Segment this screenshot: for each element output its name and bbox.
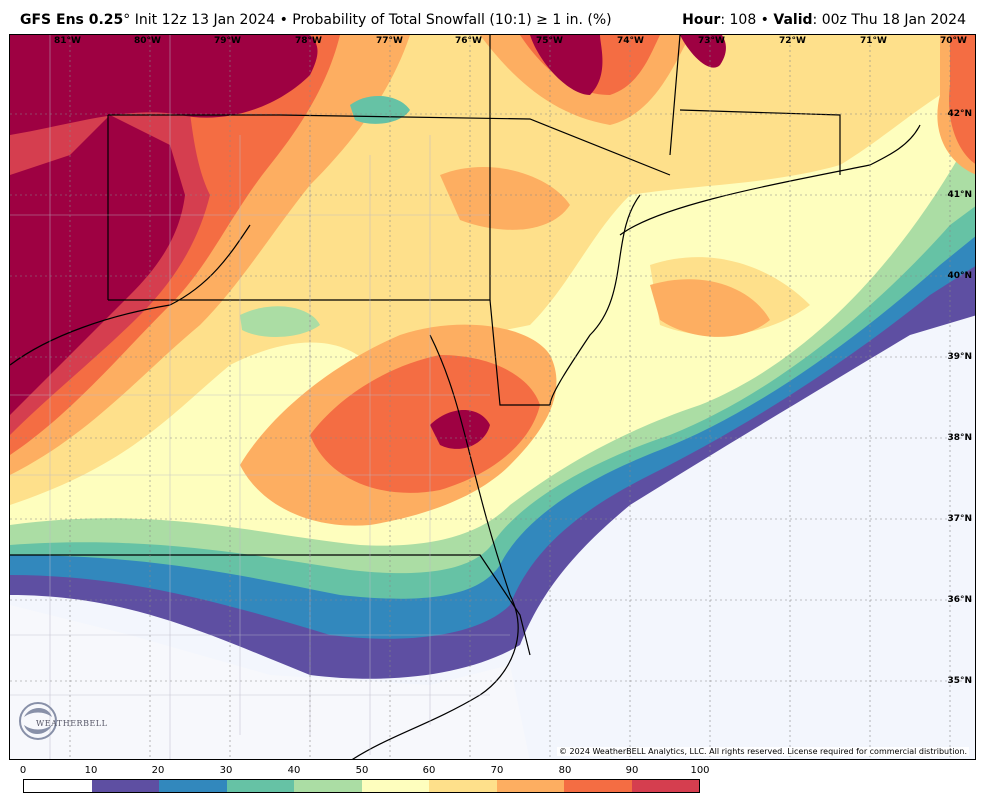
valid-label: Valid — [773, 12, 813, 28]
bullet-separator: • — [275, 12, 293, 28]
lon-label-75w: 75°W — [536, 36, 563, 46]
lon-label-78w: 78°W — [295, 36, 322, 46]
colorbar-segment — [564, 780, 632, 792]
colorbar-tick: 20 — [151, 765, 165, 776]
bullet-separator-2: • — [756, 12, 774, 28]
lon-label-71w: 71°W — [860, 36, 887, 46]
lon-label-76w: 76°W — [455, 36, 482, 46]
colorbar-tick: 90 — [625, 765, 639, 776]
lat-label-41n: 41°N — [947, 190, 972, 200]
colorbar-tick: 60 — [422, 765, 436, 776]
map-title: GFS Ens 0.25° Init 12z 13 Jan 2024 • Pro… — [20, 12, 612, 28]
lon-label-72w: 72°W — [779, 36, 806, 46]
colorbar-gradient — [23, 779, 700, 793]
colorbar-segment — [24, 780, 92, 792]
lat-label-36n: 36°N — [947, 595, 972, 605]
colorbar-segment — [496, 780, 564, 792]
logo-swirl-icon — [19, 702, 57, 740]
colorbar-segment — [159, 780, 227, 792]
lat-label-37n: 37°N — [947, 514, 972, 524]
lat-label-38n: 38°N — [947, 433, 972, 443]
copyright-notice: © 2024 WeatherBELL Analytics, LLC. All r… — [557, 747, 969, 756]
colorbar-tick: 10 — [84, 765, 98, 776]
lat-label-42n: 42°N — [947, 109, 972, 119]
colorbar-tick: 70 — [490, 765, 504, 776]
lon-label-73w: 73°W — [698, 36, 725, 46]
logo-text: WEATHERBELL — [36, 719, 108, 728]
valid-value: : 00z Thu 18 Jan 2024 — [812, 12, 966, 28]
forecast-map[interactable]: 81°W 80°W 79°W 78°W 77°W 76°W 75°W 74°W … — [9, 34, 976, 760]
lat-label-40n: 40°N — [947, 271, 972, 281]
colorbar-segment — [429, 780, 497, 792]
lon-label-70w: 70°W — [940, 36, 967, 46]
lat-label-39n: 39°N — [947, 352, 972, 362]
lon-label-74w: 74°W — [617, 36, 644, 46]
colorbar-segment — [361, 780, 429, 792]
colorbar-segment — [91, 780, 159, 792]
colorbar-tick: 0 — [19, 765, 27, 776]
init-time: Init 12z 13 Jan 2024 — [130, 12, 276, 28]
colorbar-segment — [631, 780, 699, 792]
colorbar-tick: 80 — [558, 765, 572, 776]
hour-label: Hour — [682, 12, 721, 28]
lon-label-77w: 77°W — [376, 36, 403, 46]
lon-label-79w: 79°W — [214, 36, 241, 46]
hour-value: : 108 — [720, 12, 757, 28]
snowfall-probability-field — [10, 35, 975, 759]
header: GFS Ens 0.25° Init 12z 13 Jan 2024 • Pro… — [0, 0, 984, 34]
colorbar-tick: 40 — [287, 765, 301, 776]
colorbar-tick: 50 — [355, 765, 369, 776]
weatherbell-logo: WEATHERBELL — [14, 697, 108, 745]
colorbar-segment — [226, 780, 294, 792]
lon-label-80w: 80°W — [134, 36, 161, 46]
colorbar-segment — [294, 780, 362, 792]
model-name: GFS Ens 0.25 — [20, 12, 124, 28]
lon-label-81w: 81°W — [54, 36, 81, 46]
degree-symbol: ° — [123, 12, 131, 28]
colorbar-legend: 0 10 20 30 40 50 60 70 80 90 100 — [0, 762, 984, 808]
lat-label-35n: 35°N — [947, 676, 972, 686]
colorbar-tick: 30 — [219, 765, 233, 776]
colorbar-tick: 100 — [690, 765, 710, 776]
product-name: Probability of Total Snowfall (10:1) ≥ 1… — [292, 12, 612, 28]
valid-time-info: Hour: 108 • Valid: 00z Thu 18 Jan 2024 — [682, 12, 966, 28]
